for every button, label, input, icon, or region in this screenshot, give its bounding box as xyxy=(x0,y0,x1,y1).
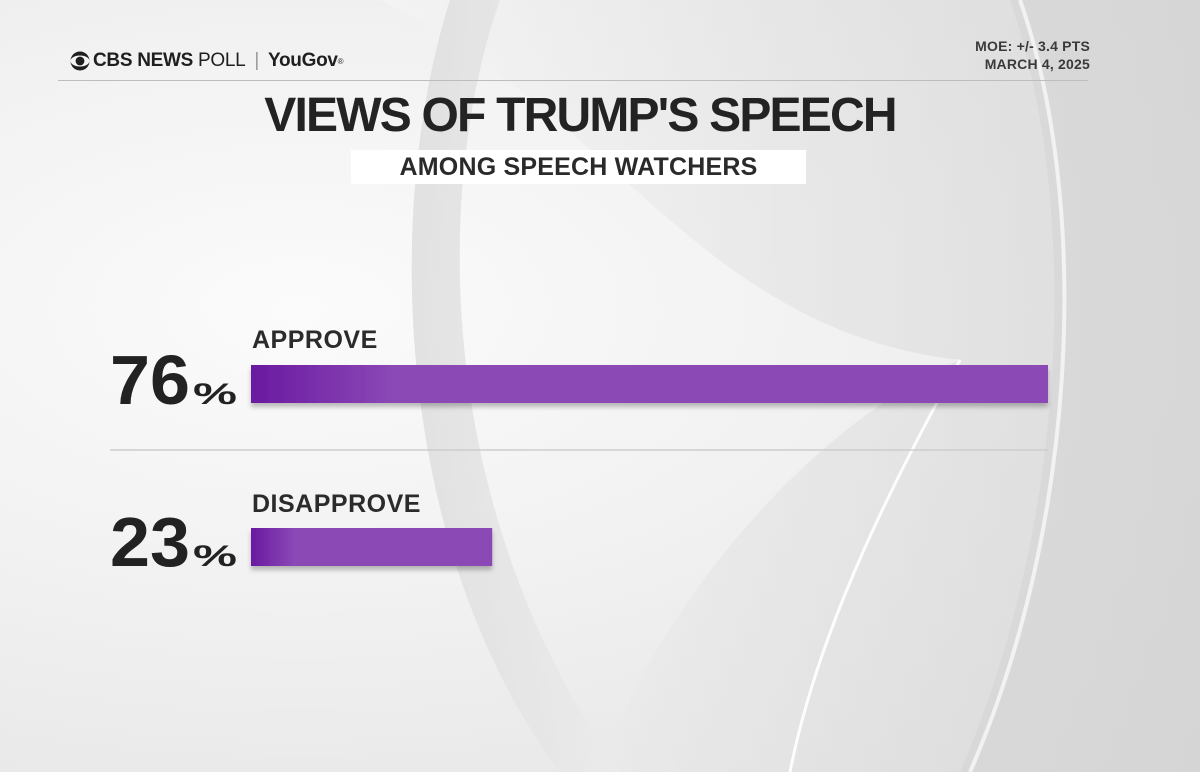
logo-separator: | xyxy=(254,50,260,71)
value-label: 76 xyxy=(110,341,190,419)
category-label: APPROVE xyxy=(252,326,378,354)
logo-poll: POLL xyxy=(198,50,246,71)
logo-row: CBS NEWS POLL | YouGov ® xyxy=(70,50,344,72)
value-label: 23 xyxy=(110,503,190,581)
bar-approve xyxy=(251,365,1048,403)
registered-mark-icon: ® xyxy=(337,56,344,66)
logo-cbs-news: CBS NEWS xyxy=(93,50,193,71)
poll-meta: MOE: +/- 3.4 PTS MARCH 4, 2025 xyxy=(975,37,1090,73)
chart-title: VIEWS OF TRUMP'S SPEECH xyxy=(264,89,897,142)
chart-subtitle: AMONG SPEECH WATCHERS xyxy=(351,150,806,184)
logo-yougov: YouGov xyxy=(268,50,338,71)
percent-sign: % xyxy=(193,378,237,411)
poll-date: MARCH 4, 2025 xyxy=(984,56,1090,72)
percent-sign: % xyxy=(193,540,237,573)
header-divider xyxy=(58,80,1088,81)
cbs-eye-icon xyxy=(70,51,90,71)
bar-disapprove xyxy=(251,528,493,566)
margin-of-error: MOE: +/- 3.4 PTS xyxy=(975,38,1090,54)
category-label: DISAPPROVE xyxy=(252,490,421,518)
